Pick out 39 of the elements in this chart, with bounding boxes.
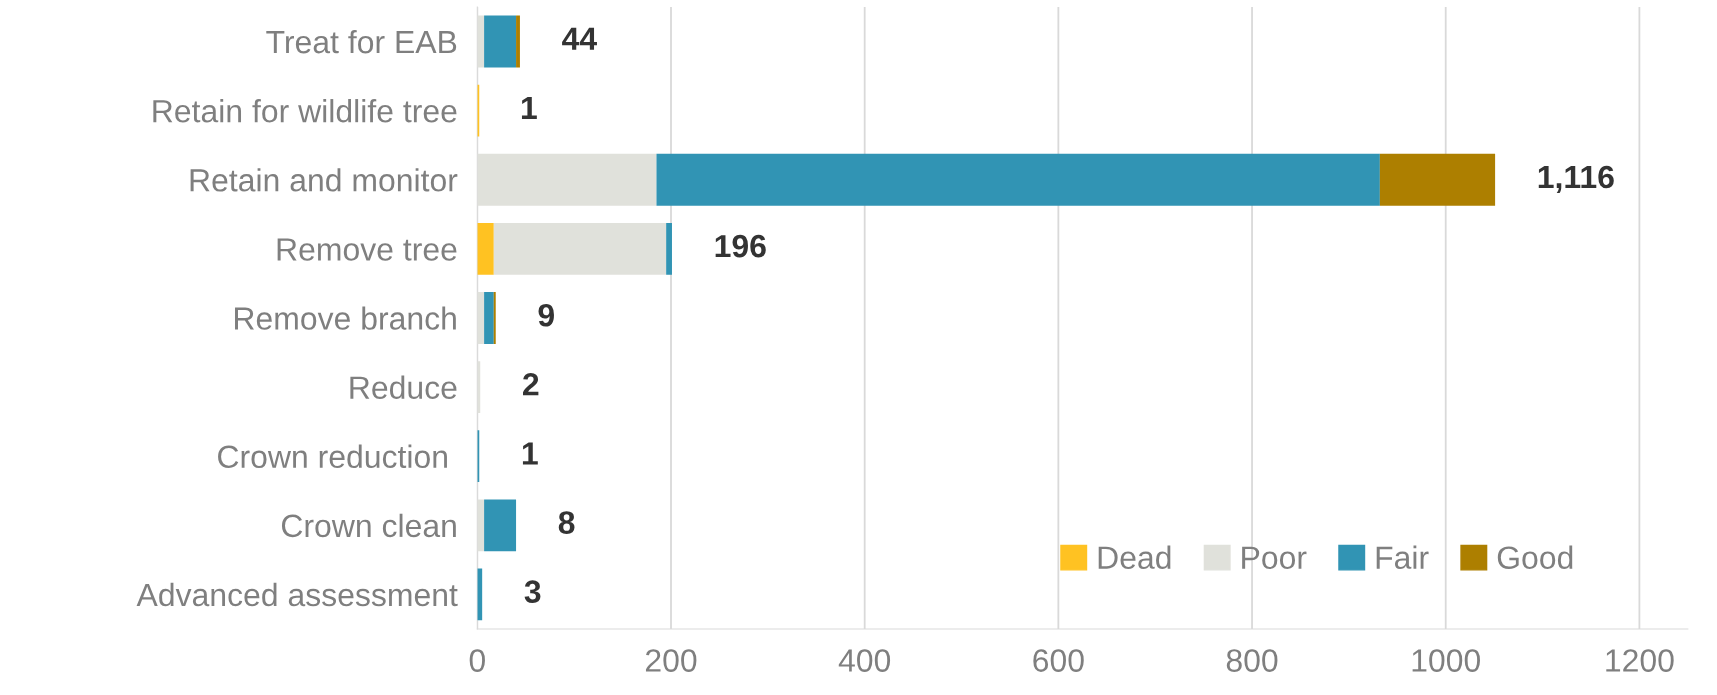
annotation: 8 — [558, 511, 575, 534]
y-tick-label: Crown reduction — [218, 444, 447, 469]
bar — [477, 222, 494, 275]
annotation: 1 — [521, 96, 537, 119]
bar — [1379, 153, 1496, 206]
legend-label: Good — [1497, 545, 1573, 570]
x-tick-label: 800 — [1226, 649, 1278, 672]
x-tick-label: 400 — [838, 649, 891, 672]
bar — [666, 222, 672, 275]
bar — [477, 153, 657, 206]
x-tick-label: 1000 — [1412, 649, 1480, 672]
x-tick-label: 200 — [645, 649, 697, 672]
annotation: 196 — [715, 234, 766, 258]
x-tick-label: 1200 — [1606, 649, 1674, 672]
annotation: 3 — [524, 580, 541, 604]
y-tick-label: Treat for EAB — [266, 29, 457, 54]
legend-label: Dead — [1098, 545, 1171, 570]
y-tick-label: Remove tree — [277, 238, 457, 261]
legend-label: Poor — [1242, 546, 1307, 570]
y-tick-label: Reduce — [350, 375, 457, 399]
y-tick-label: Remove branch — [235, 306, 456, 330]
annotation: 44 — [562, 27, 597, 50]
bar — [516, 15, 520, 68]
bar — [484, 499, 517, 552]
annotation: 2 — [523, 373, 539, 396]
bar — [484, 15, 517, 68]
annotation: 1,116 — [1538, 165, 1614, 193]
bar — [484, 292, 494, 344]
y-tick-label: Retain and monitor — [190, 168, 458, 192]
legend-label: Fair — [1376, 545, 1429, 570]
y-tick-label: Retain for wildlife tree — [153, 99, 457, 123]
y-tick-label: Crown clean — [281, 513, 456, 538]
annotation: 1 — [522, 442, 538, 465]
bar — [656, 153, 1380, 206]
y-tick-label: Advanced assessment — [136, 582, 458, 607]
x-tick-label: 600 — [1033, 649, 1084, 672]
x-tick-label: 0 — [469, 649, 485, 672]
annotation: 9 — [538, 303, 554, 327]
bar — [493, 222, 667, 275]
